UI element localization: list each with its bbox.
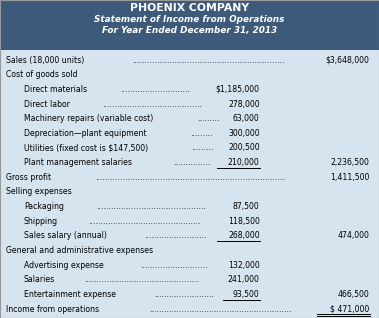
Text: 466,500: 466,500 xyxy=(338,290,370,299)
Text: ........................................: ........................................ xyxy=(102,100,202,108)
Text: Direct labor: Direct labor xyxy=(24,100,70,108)
Text: ............................................................................: ........................................… xyxy=(95,173,285,182)
Text: Sales salary (annual): Sales salary (annual) xyxy=(24,232,107,240)
Text: $3,648,000: $3,648,000 xyxy=(326,56,370,65)
Text: General and administrative expenses: General and administrative expenses xyxy=(6,246,153,255)
Text: Cost of goods sold: Cost of goods sold xyxy=(6,70,77,79)
Text: ...........................: ........................... xyxy=(140,261,207,270)
Text: 210,000: 210,000 xyxy=(228,158,260,167)
Text: ............................................: ........................................… xyxy=(96,202,206,211)
Text: $ 471,000: $ 471,000 xyxy=(330,305,370,314)
Text: 200,500: 200,500 xyxy=(228,143,260,153)
Text: Sales (18,000 units): Sales (18,000 units) xyxy=(6,56,84,65)
Text: 300,000: 300,000 xyxy=(228,129,260,138)
Text: Plant management salaries: Plant management salaries xyxy=(24,158,132,167)
Text: ..............................................: ........................................… xyxy=(85,275,200,284)
Text: Statement of Income from Operations: Statement of Income from Operations xyxy=(94,15,285,24)
Text: 474,000: 474,000 xyxy=(338,232,370,240)
Text: .........................: ......................... xyxy=(144,232,207,240)
Text: Packaging: Packaging xyxy=(24,202,64,211)
Text: 87,500: 87,500 xyxy=(233,202,260,211)
FancyBboxPatch shape xyxy=(0,0,379,50)
Text: Machinery repairs (variable cost): Machinery repairs (variable cost) xyxy=(24,114,153,123)
Text: 278,000: 278,000 xyxy=(228,100,260,108)
Text: 93,500: 93,500 xyxy=(233,290,260,299)
Text: 241,000: 241,000 xyxy=(228,275,260,284)
Text: Shipping: Shipping xyxy=(24,217,58,226)
Text: For Year Ended December 31, 2013: For Year Ended December 31, 2013 xyxy=(102,26,277,35)
Text: Income from operations: Income from operations xyxy=(6,305,99,314)
Text: 268,000: 268,000 xyxy=(228,232,260,240)
Text: Selling expenses: Selling expenses xyxy=(6,187,71,197)
Text: ............................: ............................ xyxy=(120,85,190,94)
Text: 118,500: 118,500 xyxy=(228,217,260,226)
Text: ...............: ............... xyxy=(173,158,210,167)
Text: Entertainment expense: Entertainment expense xyxy=(24,290,116,299)
Text: .........: ......... xyxy=(197,114,220,123)
Text: ........................: ........................ xyxy=(155,290,215,299)
Text: Direct materials: Direct materials xyxy=(24,85,87,94)
Text: 132,000: 132,000 xyxy=(228,261,260,270)
Text: 1,411,500: 1,411,500 xyxy=(330,173,370,182)
Text: .............................................................: ........................................… xyxy=(132,56,285,65)
Text: 63,000: 63,000 xyxy=(233,114,260,123)
Text: Depreciation—plant equipment: Depreciation—plant equipment xyxy=(24,129,147,138)
Text: Advertising expense: Advertising expense xyxy=(24,261,103,270)
Text: .........: ......... xyxy=(191,143,213,153)
Text: Salaries: Salaries xyxy=(24,275,55,284)
Text: .........: ......... xyxy=(190,129,213,138)
Text: .........................................................: ........................................… xyxy=(150,305,292,314)
Text: .............................................: ........................................… xyxy=(88,217,200,226)
Text: 2,236,500: 2,236,500 xyxy=(330,158,370,167)
Text: Utilities (fixed cost is $147,500): Utilities (fixed cost is $147,500) xyxy=(24,143,148,153)
Text: Gross profit: Gross profit xyxy=(6,173,51,182)
Text: $1,185,000: $1,185,000 xyxy=(216,85,260,94)
Text: PHOENIX COMPANY: PHOENIX COMPANY xyxy=(130,3,249,13)
